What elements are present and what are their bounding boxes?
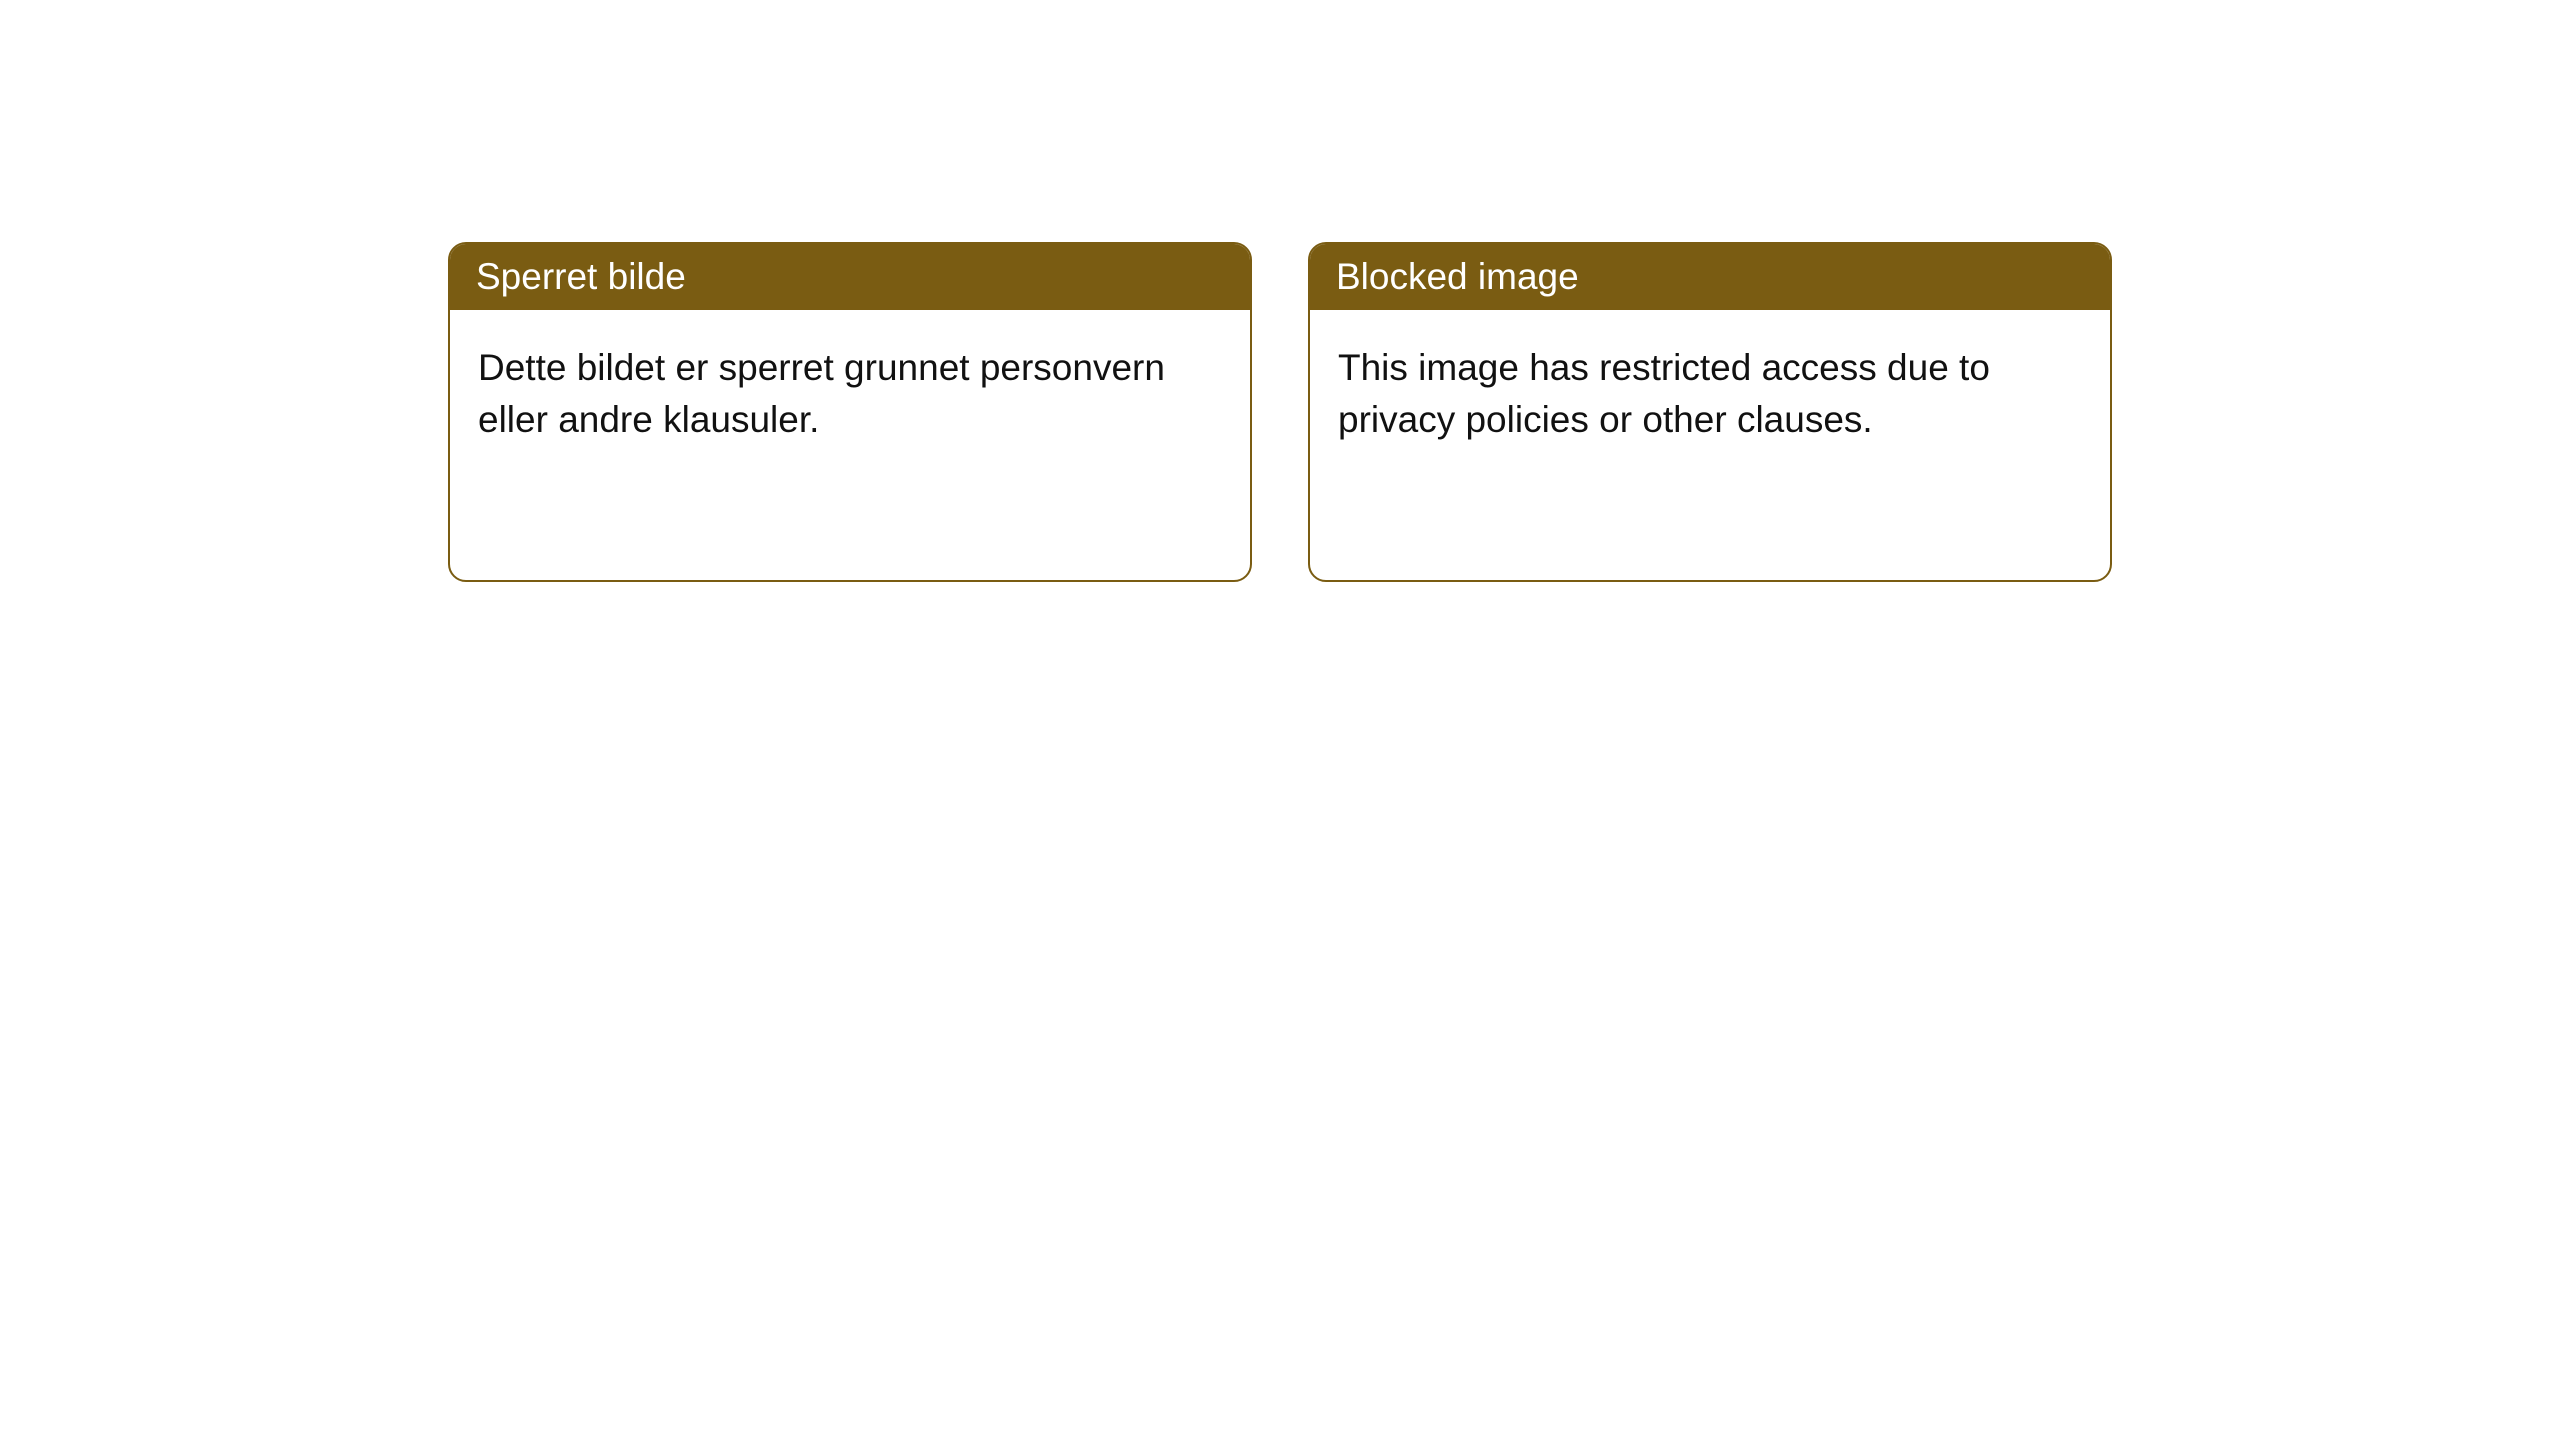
notice-title-english: Blocked image — [1310, 244, 2110, 310]
notice-title-norwegian: Sperret bilde — [450, 244, 1250, 310]
notice-card-norwegian: Sperret bilde Dette bildet er sperret gr… — [448, 242, 1252, 582]
notice-container: Sperret bilde Dette bildet er sperret gr… — [0, 0, 2560, 582]
notice-body-norwegian: Dette bildet er sperret grunnet personve… — [450, 310, 1250, 580]
notice-card-english: Blocked image This image has restricted … — [1308, 242, 2112, 582]
notice-body-english: This image has restricted access due to … — [1310, 310, 2110, 580]
